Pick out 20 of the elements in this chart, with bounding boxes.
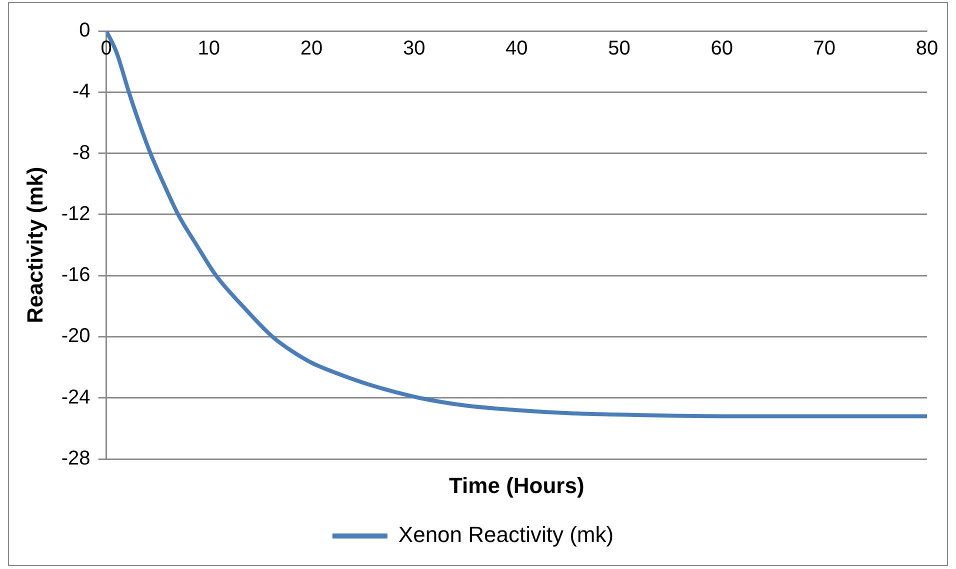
y-tick-label: -16: [61, 264, 90, 286]
x-axis-title: Time (Hours): [449, 473, 584, 498]
x-tick-label: 80: [916, 38, 938, 60]
y-tick-label: -28: [61, 448, 90, 470]
y-tick-label: -4: [72, 80, 90, 103]
x-tick-label: 70: [813, 38, 836, 60]
y-tick-label: -24: [61, 386, 90, 408]
y-axis-title: Reactivity (mk): [22, 166, 48, 324]
x-tick-label: 50: [608, 38, 630, 60]
y-tick-label: -8: [72, 142, 90, 164]
y-tick-label: 0: [79, 20, 90, 42]
x-tick-label: 0: [100, 38, 112, 60]
x-tick-label: 40: [506, 38, 528, 60]
x-tick-label: 60: [710, 38, 733, 60]
y-tick-label: -12: [61, 202, 90, 225]
legend-label: Xenon Reactivity (mk): [398, 522, 614, 548]
x-tick-label: 10: [198, 38, 220, 60]
x-tick-label: 30: [402, 38, 426, 60]
y-tick-label: -20: [61, 325, 90, 348]
x-tick-label: 20: [300, 38, 323, 60]
